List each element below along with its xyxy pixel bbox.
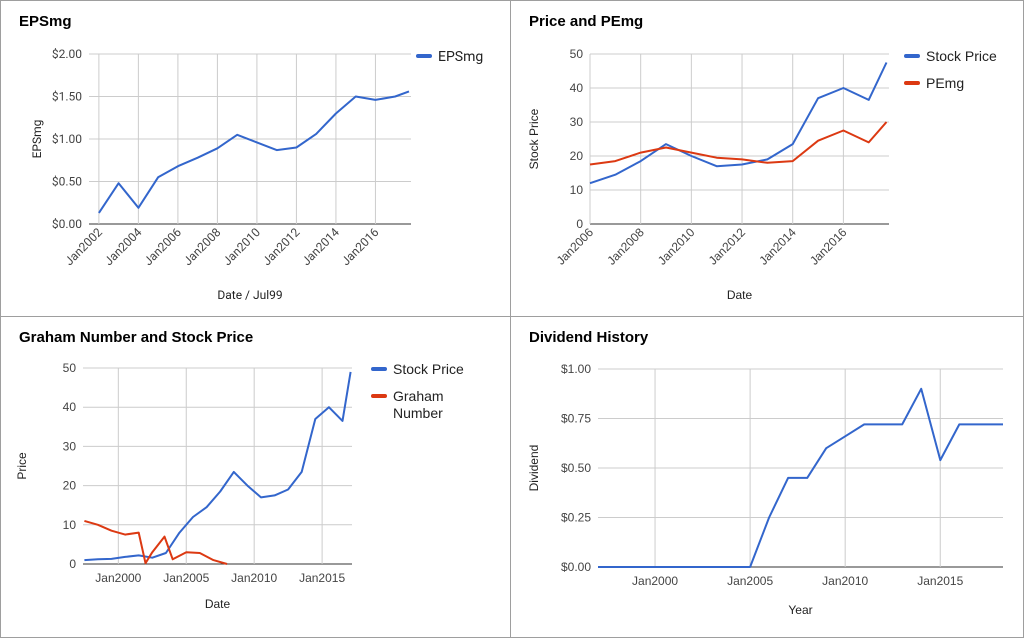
y-tick-label: $1.00: [52, 132, 82, 146]
y-tick-label: 50: [570, 47, 584, 61]
y-tick-label: 40: [63, 400, 77, 414]
y-tick-label: 20: [570, 149, 584, 163]
y-tick-label: $0.00: [561, 560, 591, 574]
x-tick-label: Jan2016: [807, 225, 850, 268]
legend-label: Stock Price: [926, 48, 997, 64]
y-tick-label: $1.50: [52, 90, 82, 104]
x-tick-label: Jan2004: [102, 225, 145, 268]
chart-title: EPSmg: [19, 13, 72, 30]
x-tick-label: Jan2015: [299, 571, 345, 585]
legend-label: PEmg: [926, 75, 964, 91]
y-tick-label: 0: [69, 557, 76, 571]
chart-title: Price and PEmg: [529, 13, 644, 30]
y-tick-label: $0.25: [561, 511, 591, 525]
x-tick-label: Jan2000: [95, 571, 141, 585]
x-tick-label: Jan2010: [231, 571, 277, 585]
chart-svg: $0.00 $0.25 $0.50 $0.75 $1.00 Jan2000 Jan2005 J…: [527, 362, 1003, 617]
x-tick-label: Jan2012: [706, 225, 749, 268]
y-tick-label: 0: [576, 217, 583, 231]
x-tick-label: Jan2002: [62, 225, 105, 268]
y-tick-label: $1.00: [561, 362, 591, 376]
series-line-graham-number: [84, 519, 228, 565]
y-axis-title: Dividend: [527, 445, 541, 492]
chart-panel-epsmg: EPSmg $0.00 $0.50 $1.00 $1.50 $2.00 Jan2002 Ja…: [0, 0, 513, 319]
x-axis-title: Date: [205, 597, 231, 611]
x-tick-label: Jan2005: [727, 574, 773, 588]
x-tick-label: Jan2014: [299, 225, 342, 268]
x-tick-label: Jan2015: [917, 574, 963, 588]
y-axis-title: Stock Price: [527, 108, 541, 169]
x-tick-label: Jan2006: [141, 225, 184, 268]
y-tick-label: $0.00: [52, 217, 82, 231]
chart-title: Graham Number and Stock Price: [19, 329, 254, 346]
x-tick-label: Jan2010: [220, 225, 263, 268]
x-tick-label: Jan2014: [756, 225, 799, 268]
y-axis-title: EPSmg: [30, 120, 44, 159]
x-tick-label: Jan2010: [655, 225, 698, 268]
x-tick-label: Jan2012: [260, 225, 303, 268]
x-axis-title: Date: [727, 288, 753, 302]
chart-svg: 0 10 20 30 40 50 Jan2000 Jan2005 Jan2010 Jan2015 D…: [15, 361, 464, 611]
x-axis-title: Date / Jul99: [217, 288, 282, 302]
y-tick-label: 30: [63, 439, 77, 453]
series-line-pemg: [589, 121, 888, 166]
legend-label: Stock Price: [393, 361, 464, 377]
series-line-stock-price: [589, 62, 888, 185]
x-tick-label: Jan2005: [163, 571, 209, 585]
series-line-stock-price: [84, 371, 352, 562]
y-tick-label: $0.75: [561, 412, 591, 426]
x-tick-label: Jan2016: [339, 225, 382, 268]
series-line-epsmg: [98, 90, 410, 214]
y-tick-label: 50: [63, 361, 77, 375]
y-tick-label: 40: [570, 81, 584, 95]
y-tick-label: $0.50: [52, 175, 82, 189]
series-line-dividend: [598, 387, 1003, 568]
y-tick-label: 10: [570, 183, 584, 197]
x-tick-label: Jan2000: [632, 574, 678, 588]
chart-panel-dividend: Dividend History $0.00 $0.25 $0.50 $0.75 $1.…: [510, 316, 1024, 638]
legend-label: EPSmg: [438, 49, 483, 65]
x-tick-label: Jan2006: [554, 225, 597, 268]
x-tick-label: Jan2008: [181, 225, 224, 268]
y-axis-title: Price: [15, 452, 29, 480]
y-tick-label: 30: [570, 115, 584, 129]
y-tick-label: 20: [63, 479, 77, 493]
y-tick-label: 10: [63, 518, 77, 532]
legend-label: Graham Number: [393, 388, 444, 421]
chart-panel-graham: Graham Number and Stock Price 0 10 20 30 40 5…: [0, 316, 513, 638]
x-tick-label: Jan2008: [604, 225, 647, 268]
chart-svg: $0.00$0.50$1.00$1.50$2.00Jan2002Jan2004J…: [30, 47, 483, 302]
chart-title: Dividend History: [529, 329, 649, 346]
y-tick-label: $0.50: [561, 461, 591, 475]
x-tick-label: Jan2010: [822, 574, 868, 588]
y-tick-label: $2.00: [52, 47, 82, 61]
x-axis-title: Year: [788, 603, 812, 617]
chart-panel-price-pemg: Price and PEmg 0 10 20 30 40 50 Jan2006 Jan2008…: [510, 0, 1024, 319]
